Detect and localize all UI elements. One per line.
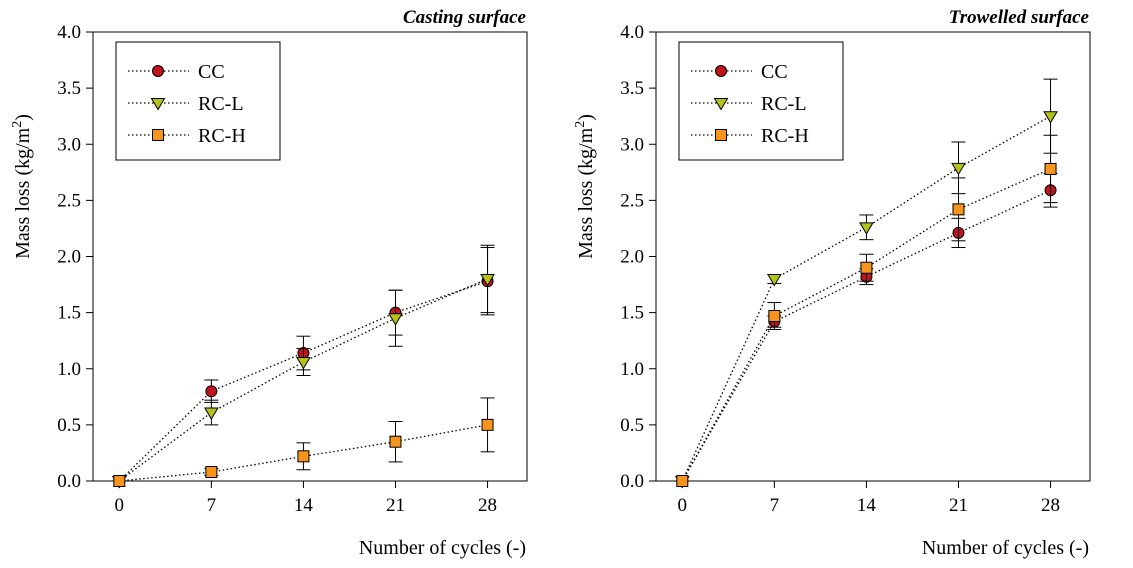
x-tick-label: 7 bbox=[207, 495, 217, 516]
y-axis-title-main: Mass loss (kg/m bbox=[575, 127, 597, 259]
x-tick-label: 28 bbox=[478, 495, 497, 516]
y-tick-label: 2.0 bbox=[620, 247, 644, 268]
data-point bbox=[481, 418, 494, 431]
data-point bbox=[297, 450, 310, 463]
x-tick-label: 14 bbox=[857, 495, 877, 516]
y-tick-label: 3.0 bbox=[57, 134, 81, 155]
data-point bbox=[766, 273, 782, 287]
x-tick-label: 0 bbox=[115, 495, 125, 516]
legend-item-cc: CC bbox=[691, 61, 788, 83]
legend-item-rc-l: RC-L bbox=[691, 93, 807, 115]
x-tick-label: 14 bbox=[294, 495, 314, 516]
y-tick-label: 1.0 bbox=[620, 359, 644, 380]
data-point bbox=[1044, 162, 1057, 175]
data-point bbox=[205, 466, 218, 479]
y-axis-title: Mass loss (kg/m2) bbox=[10, 114, 34, 259]
y-axis-title-main: Mass loss (kg/m bbox=[12, 127, 34, 259]
y-tick-label: 0.0 bbox=[620, 471, 644, 492]
legend-label: CC bbox=[198, 61, 225, 83]
series-line bbox=[118, 278, 488, 482]
x-tick-label: 21 bbox=[949, 495, 968, 516]
legend-box bbox=[678, 41, 844, 161]
legend-item-rc-h: RC-H bbox=[128, 125, 246, 147]
y-tick-label: 3.5 bbox=[620, 78, 644, 99]
series-line bbox=[681, 115, 1051, 482]
data-point bbox=[205, 385, 218, 398]
data-point bbox=[113, 475, 126, 487]
x-tick-label: 7 bbox=[770, 495, 780, 516]
data-point bbox=[951, 162, 966, 176]
data-point bbox=[715, 65, 727, 77]
y-tick-label: 0.0 bbox=[57, 471, 81, 492]
y-tick-label: 2.5 bbox=[57, 190, 81, 211]
legend-label: RC-H bbox=[198, 125, 246, 147]
y-tick-label: 3.5 bbox=[57, 78, 81, 99]
legend: CC RC-L RC-H bbox=[678, 41, 844, 161]
y-tick-label: 4.0 bbox=[57, 22, 81, 43]
chart-panel-1: 0.0 0.5 1.0 1.5 2.0 2.5 3.0 3.5 4.0 0 7 14 21 28 Numbe… bbox=[10, 7, 528, 559]
x-tick-label: 0 bbox=[678, 495, 688, 516]
legend-item-cc: CC bbox=[128, 61, 225, 83]
y-tick-label: 1.5 bbox=[620, 303, 644, 324]
y-tick-label: 0.5 bbox=[620, 415, 644, 436]
data-point bbox=[296, 357, 311, 370]
data-point bbox=[713, 98, 729, 111]
y-axis-title: Mass loss (kg/m2) bbox=[573, 114, 597, 259]
data-point bbox=[952, 203, 965, 216]
data-point bbox=[859, 222, 874, 235]
data-point bbox=[389, 435, 402, 448]
legend: CC RC-L RC-H bbox=[115, 41, 281, 161]
y-tick-label: 3.0 bbox=[620, 134, 644, 155]
x-tick-label: 28 bbox=[1041, 495, 1060, 516]
data-point bbox=[676, 475, 689, 487]
data-point bbox=[152, 65, 164, 77]
legend-label: RC-L bbox=[761, 93, 807, 115]
y-tick-label: 1.5 bbox=[57, 303, 81, 324]
data-point bbox=[768, 309, 781, 322]
series-rc-h bbox=[113, 397, 495, 487]
y-tick-label: 0.5 bbox=[57, 415, 81, 436]
data-point bbox=[388, 313, 403, 326]
data-point bbox=[480, 273, 495, 287]
y-tick-label: 2.0 bbox=[57, 247, 81, 268]
y-tick-label: 4.0 bbox=[620, 22, 644, 43]
panel-title: Trowelled surface bbox=[949, 7, 1090, 28]
x-tick-label: 21 bbox=[386, 495, 405, 516]
y-axis-title-end: ) bbox=[575, 114, 597, 121]
data-point bbox=[715, 129, 727, 141]
data-point bbox=[203, 407, 219, 421]
y-tick-label: 1.0 bbox=[57, 359, 81, 380]
x-axis-title: Number of cycles (-) bbox=[922, 537, 1089, 559]
series-cc bbox=[676, 172, 1058, 487]
legend-label: CC bbox=[761, 61, 788, 83]
y-axis-title-end: ) bbox=[12, 114, 34, 121]
legend-box bbox=[115, 41, 281, 161]
legend-label: RC-L bbox=[198, 93, 244, 115]
x-axis-title: Number of cycles (-) bbox=[359, 537, 526, 559]
series-rc-h bbox=[676, 134, 1058, 487]
chart-panel-2: 0.0 0.5 1.0 1.5 2.0 2.5 3.0 3.5 4.0 0 7 14 21 28 Numbe… bbox=[573, 7, 1091, 559]
legend-item-rc-h: RC-H bbox=[691, 125, 809, 147]
data-point bbox=[860, 261, 873, 274]
data-point bbox=[152, 129, 164, 141]
legend-label: RC-H bbox=[761, 125, 809, 147]
y-tick-label: 2.5 bbox=[620, 190, 644, 211]
y-axis-title-sup: 2 bbox=[10, 121, 25, 128]
data-point bbox=[1043, 111, 1058, 124]
y-axis-title-sup: 2 bbox=[573, 121, 588, 128]
data-point bbox=[150, 98, 166, 111]
panel-title: Casting surface bbox=[403, 7, 527, 28]
legend-item-rc-l: RC-L bbox=[128, 93, 244, 115]
